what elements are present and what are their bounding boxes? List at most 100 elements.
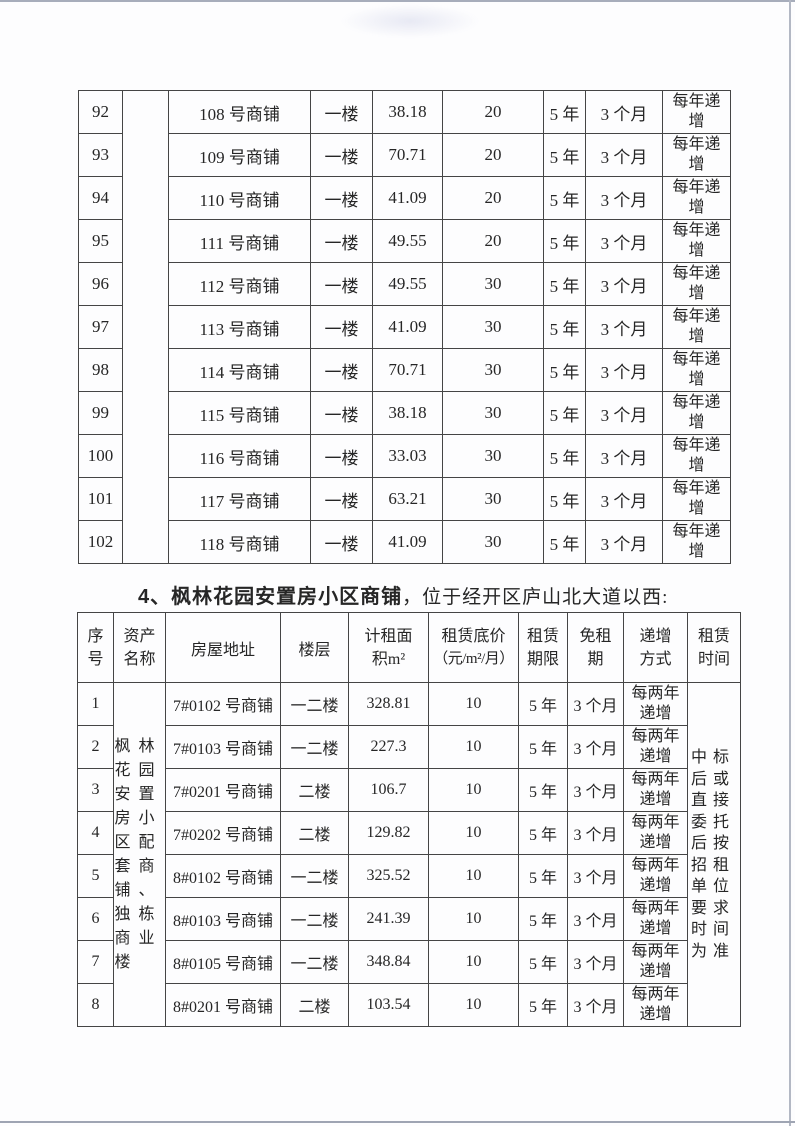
- ink-smudge: [340, 4, 480, 38]
- cell-seq: 1: [77, 682, 114, 726]
- header-area: 计租面 积m²: [348, 612, 429, 683]
- header-asset-line1: 资产: [123, 627, 156, 645]
- cell-floor: 一二楼: [280, 897, 349, 941]
- cell-address: 7#0202 号商铺: [165, 811, 281, 855]
- cell-increase: 每年递增: [662, 434, 731, 478]
- cell-free-rent: 3 个月: [585, 305, 663, 349]
- header-inc-line1: 递增: [639, 627, 672, 645]
- cell-increase: 每年递增: [662, 90, 731, 134]
- cell-seq: 97: [78, 305, 123, 349]
- cell-term: 5 年: [543, 520, 586, 564]
- cell-free-rent: 3 个月: [567, 897, 624, 941]
- cell-area: 325.52: [348, 854, 429, 898]
- cell-seq: 98: [78, 348, 123, 392]
- header-lease-time: 租赁 时间: [687, 612, 741, 683]
- scan-edge-bottom: [0, 1121, 795, 1123]
- cell-price: 20: [442, 133, 544, 177]
- cell-seq: 96: [78, 262, 123, 306]
- cell-term: 5 年: [518, 854, 568, 898]
- header-price-line1: 租赁底价: [441, 627, 506, 645]
- table-row: 95 111 号商铺 一楼 49.55 20 5 年 3 个月 每年递增: [78, 219, 731, 263]
- cell-increase: 每两年递增: [623, 897, 688, 941]
- cell-address: 110 号商铺: [168, 176, 311, 220]
- asset-name-text: 枫林花园安置房小区配套商铺、独栋商业楼: [114, 737, 163, 971]
- cell-area: 41.09: [372, 176, 443, 220]
- cell-floor: 一楼: [310, 520, 373, 564]
- fenglin-garden-shop-table: 序 号 资产 名称 房屋地址 楼层 计租面 积m² 租赁底价 （元/m²/月）: [77, 612, 741, 1027]
- cell-seq: 99: [78, 391, 123, 435]
- cell-floor: 一二楼: [280, 854, 349, 898]
- table-row: 100 116 号商铺 一楼 33.03 30 5 年 3 个月 每年递增: [78, 434, 731, 478]
- cell-free-rent: 3 个月: [585, 176, 663, 220]
- cell-price: 10: [428, 725, 519, 769]
- cell-area: 348.84: [348, 940, 429, 984]
- cell-term: 5 年: [543, 477, 586, 521]
- cell-price: 30: [442, 434, 544, 478]
- cell-increase: 每两年递增: [623, 682, 688, 726]
- header-time-line1: 租赁: [697, 627, 730, 645]
- cell-floor: 一二楼: [280, 682, 349, 726]
- header-base-price: 租赁底价 （元/m²/月）: [428, 612, 519, 683]
- cell-address: 7#0102 号商铺: [165, 682, 281, 726]
- asset-name-merged-empty-cell: [122, 90, 169, 564]
- cell-area: 38.18: [372, 391, 443, 435]
- cell-price: 10: [428, 897, 519, 941]
- header-free-line2: 期: [587, 650, 604, 668]
- cell-price: 10: [428, 940, 519, 984]
- cell-floor: 一楼: [310, 348, 373, 392]
- cell-increase: 每年递增: [662, 391, 731, 435]
- header-asset-line2: 名称: [123, 650, 156, 668]
- cell-address: 111 号商铺: [168, 219, 311, 263]
- cell-address: 113 号商铺: [168, 305, 311, 349]
- header-area-line2: 积m²: [371, 650, 406, 668]
- header-floor: 楼层: [280, 612, 349, 683]
- cell-free-rent: 3 个月: [567, 854, 624, 898]
- cell-price: 20: [442, 219, 544, 263]
- cell-address: 8#0103 号商铺: [165, 897, 281, 941]
- cell-price: 30: [442, 348, 544, 392]
- scan-edge-top: [0, 0, 795, 2]
- cell-address: 108 号商铺: [168, 90, 311, 134]
- header-term: 租赁 期限: [518, 612, 568, 683]
- cell-seq: 8: [77, 983, 114, 1027]
- cell-address: 8#0105 号商铺: [165, 940, 281, 984]
- cell-seq: 100: [78, 434, 123, 478]
- table-row: 96 112 号商铺 一楼 49.55 30 5 年 3 个月 每年递增: [78, 262, 731, 306]
- cell-floor: 一楼: [310, 219, 373, 263]
- cell-seq: 3: [77, 768, 114, 812]
- cell-term: 5 年: [543, 262, 586, 306]
- header-area-line1: 计租面: [364, 627, 413, 645]
- scan-edge-right: [789, 0, 791, 1126]
- cell-floor: 一楼: [310, 477, 373, 521]
- cell-free-rent: 3 个月: [567, 768, 624, 812]
- header-term-line2: 期限: [526, 650, 559, 668]
- cell-term: 5 年: [518, 725, 568, 769]
- header-free-line1: 免租: [579, 627, 612, 645]
- cell-area: 49.55: [372, 262, 443, 306]
- header-price-line2: （元/m²/月）: [433, 650, 514, 667]
- table-row: 92 108 号商铺 一楼 38.18 20 5 年 3 个月 每年递增: [78, 90, 731, 564]
- table-row: 94 110 号商铺 一楼 41.09 20 5 年 3 个月 每年递增: [78, 176, 731, 220]
- cell-increase: 每两年递增: [623, 854, 688, 898]
- cell-area: 70.71: [372, 348, 443, 392]
- cell-increase: 每两年递增: [623, 811, 688, 855]
- lease-time-text: 中标后或直接委托后按招租单位要求时间为准: [691, 749, 736, 960]
- cell-free-rent: 3 个月: [585, 477, 663, 521]
- cell-price: 30: [442, 520, 544, 564]
- cell-area: 106.7: [348, 768, 429, 812]
- cell-increase: 每年递增: [662, 219, 731, 263]
- cell-increase: 每年递增: [662, 477, 731, 521]
- cell-area: 38.18: [372, 90, 443, 134]
- table-row: 2 7#0103 号商铺 一二楼 227.3 10 5 年 3 个月 每两年递增: [77, 725, 741, 769]
- cell-price: 20: [442, 176, 544, 220]
- cell-term: 5 年: [518, 897, 568, 941]
- cell-increase: 每年递增: [662, 262, 731, 306]
- cell-increase: 每两年递增: [623, 768, 688, 812]
- table-row: 5 8#0102 号商铺 一二楼 325.52 10 5 年 3 个月 每两年递…: [77, 854, 741, 898]
- shop-list-table-continued: 92 108 号商铺 一楼 38.18 20 5 年 3 个月 每年递增 93 …: [78, 90, 731, 564]
- cell-area: 129.82: [348, 811, 429, 855]
- cell-address: 7#0103 号商铺: [165, 725, 281, 769]
- cell-increase: 每年递增: [662, 305, 731, 349]
- cell-area: 103.54: [348, 983, 429, 1027]
- table-row: 97 113 号商铺 一楼 41.09 30 5 年 3 个月 每年递增: [78, 305, 731, 349]
